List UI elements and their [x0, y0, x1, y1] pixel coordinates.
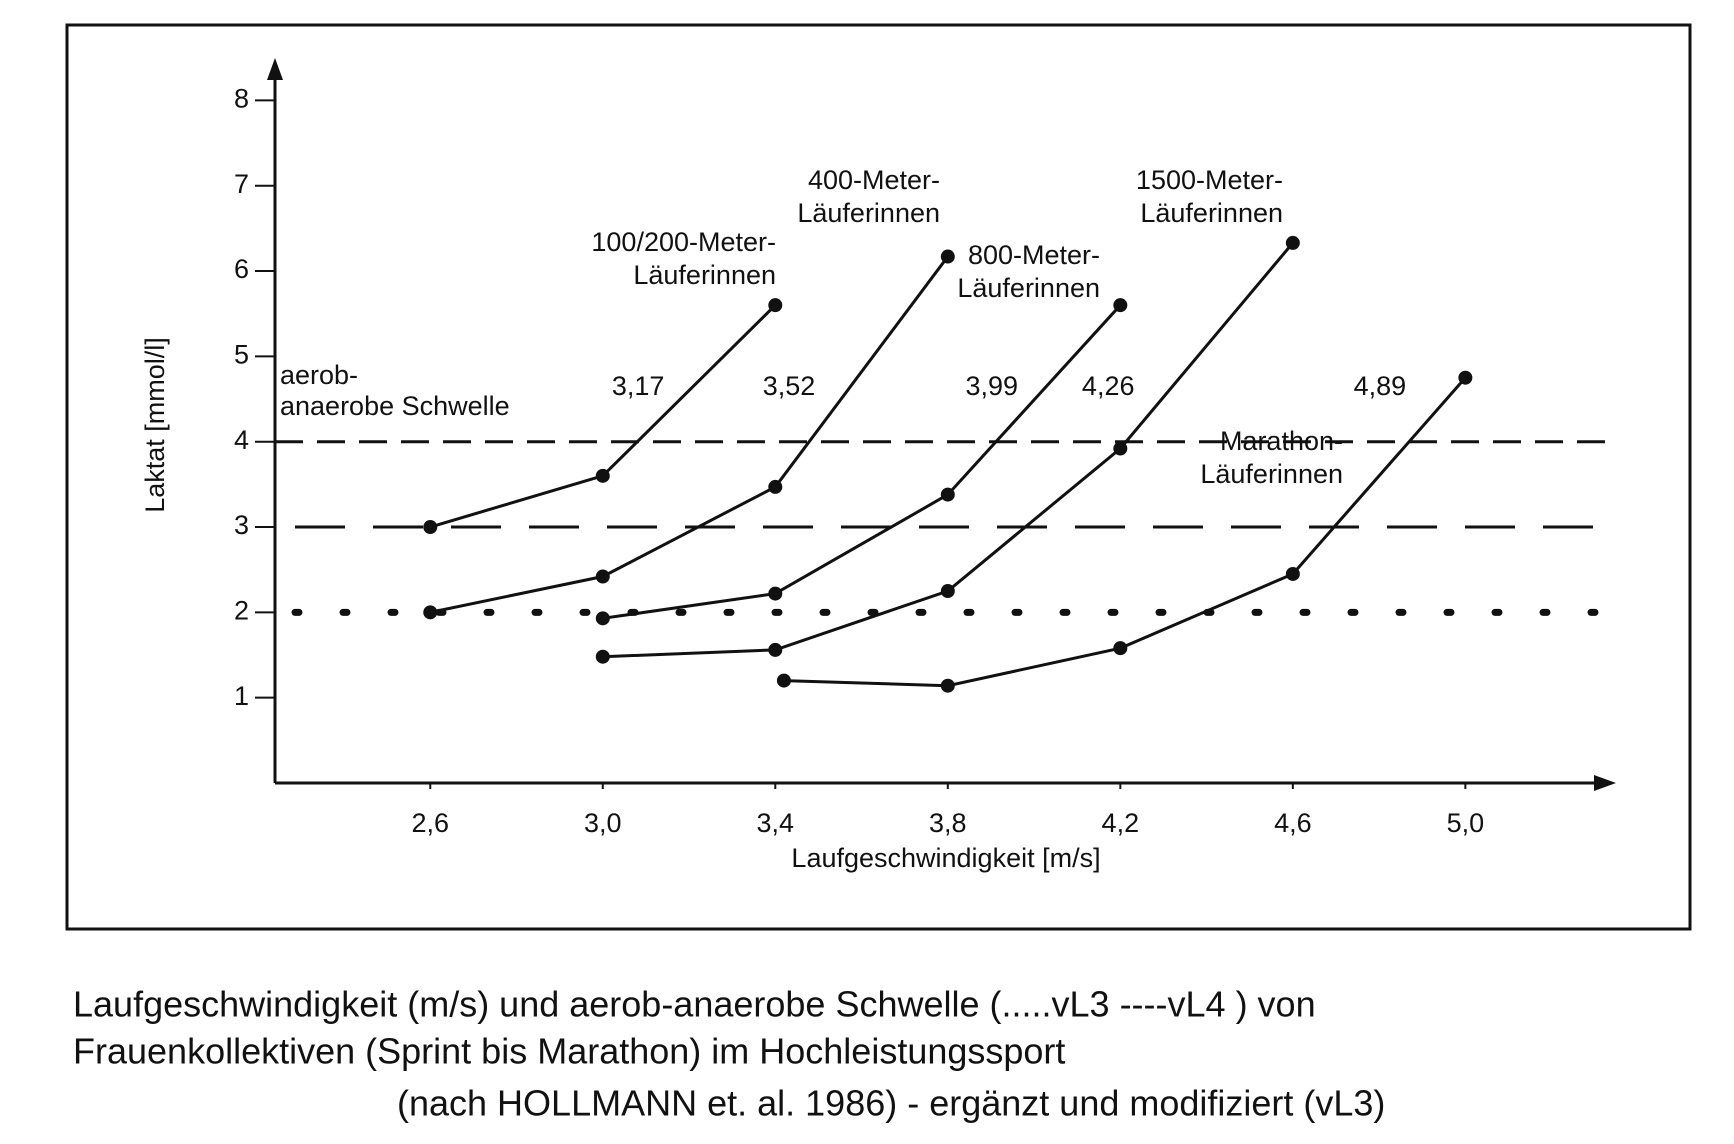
threshold-value: 4,26	[1082, 371, 1135, 401]
y-tick-label: 3	[234, 510, 249, 540]
threshold-value: 3,17	[612, 371, 665, 401]
series-label: Marathon-	[1220, 426, 1343, 456]
caption: Frauenkollektiven (Sprint bis Marathon) …	[73, 1031, 1065, 1072]
x-tick-label: 3,0	[584, 808, 622, 838]
data-point	[1285, 235, 1300, 250]
x-tick-label: 5,0	[1447, 808, 1485, 838]
x-axis-arrow	[1594, 775, 1616, 791]
frame	[65, 23, 1692, 931]
data-point	[768, 298, 783, 313]
series-label: 100/200-Meter-	[591, 227, 776, 257]
series-label: 800-Meter-	[968, 240, 1100, 270]
threshold-value: 3,99	[965, 371, 1018, 401]
y-tick-label: 7	[234, 169, 249, 199]
threshold-label: anaerobe Schwelle	[280, 391, 510, 421]
x-tick-label: 2,6	[411, 808, 449, 838]
data-point	[940, 584, 955, 599]
data-point	[423, 605, 438, 620]
y-axis-label: Laktat [mmol/l]	[140, 337, 170, 513]
threshold-value: 4,89	[1354, 371, 1407, 401]
data-point	[595, 468, 610, 483]
x-tick-label: 3,4	[757, 808, 795, 838]
data-point	[595, 649, 610, 664]
x-tick-label: 4,2	[1102, 808, 1140, 838]
data-point	[595, 611, 610, 626]
data-point	[768, 642, 783, 657]
data-point	[1458, 370, 1473, 385]
series-label: Läuferinnen	[1140, 198, 1283, 228]
x-tick-label: 3,8	[929, 808, 967, 838]
data-point	[423, 520, 438, 535]
data-point	[768, 479, 783, 494]
series-label: 400-Meter-	[808, 165, 940, 195]
threshold-label: aerob-	[280, 360, 358, 390]
data-point	[940, 487, 955, 502]
series-label: Läuferinnen	[957, 273, 1100, 303]
y-tick-label: 4	[234, 425, 249, 455]
y-tick-label: 8	[234, 84, 249, 114]
data-point	[1113, 441, 1128, 456]
series-line	[429, 255, 950, 614]
y-tick-label: 1	[234, 681, 249, 711]
data-point	[1285, 566, 1300, 581]
data-point	[595, 569, 610, 584]
y-tick-label: 5	[234, 339, 249, 369]
y-tick-label: 6	[234, 254, 249, 284]
data-point	[776, 673, 791, 688]
series-label: Läuferinnen	[1200, 459, 1343, 489]
caption: Laufgeschwindigkeit (m/s) und aerob-anae…	[73, 984, 1316, 1025]
y-axis-arrow	[267, 58, 283, 80]
data-point	[940, 678, 955, 693]
data-point	[940, 249, 955, 264]
x-axis-label: Laufgeschwindigkeit [m/s]	[791, 843, 1100, 873]
series-line	[783, 376, 1467, 688]
x-tick-label: 4,6	[1274, 808, 1312, 838]
data-point	[1113, 298, 1128, 313]
series-line	[602, 304, 1122, 620]
data-point	[1113, 641, 1128, 656]
caption: (nach HOLLMANN et. al. 1986) - ergänzt u…	[397, 1083, 1385, 1124]
series-label: 1500-Meter-	[1136, 165, 1283, 195]
series-label: Läuferinnen	[633, 260, 776, 290]
series-label: Läuferinnen	[797, 198, 940, 228]
threshold-value: 3,52	[763, 371, 816, 401]
y-tick-label: 2	[234, 595, 249, 625]
data-point	[768, 586, 783, 601]
